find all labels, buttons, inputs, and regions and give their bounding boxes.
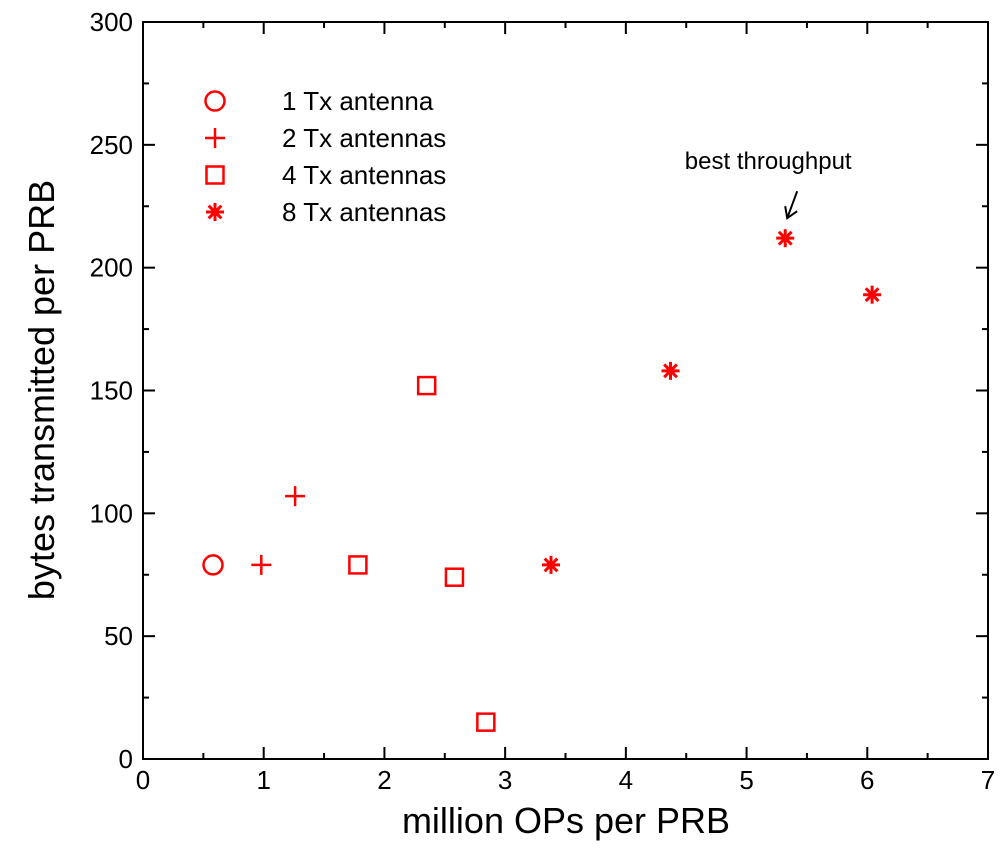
data-point-plus: [251, 554, 272, 575]
annotations: best throughput: [685, 148, 852, 220]
x-tick-label: 4: [619, 765, 633, 795]
x-tick-label: 1: [256, 765, 270, 795]
legend-label: 8 Tx antennas: [282, 197, 446, 227]
legend-label: 1 Tx antenna: [282, 86, 434, 116]
legend-marker-star: [206, 203, 224, 221]
y-tick-labels: 0 50 100 150 200 250 300: [90, 7, 133, 774]
x-tick-labels: 0 1 2 3 4 5 6 7: [136, 765, 995, 795]
data-point-square: [416, 375, 437, 396]
y-tick-label: 300: [90, 7, 133, 37]
annotation-label: best throughput: [685, 148, 852, 175]
annotation-arrow: [786, 190, 799, 219]
legend-label: 4 Tx antennas: [282, 160, 446, 190]
legend-marker-circle: [204, 90, 226, 112]
y-tick-label: 100: [90, 498, 133, 528]
axis-ticks: [142, 21, 989, 760]
data-point-star: [542, 555, 561, 574]
x-tick-label: 6: [860, 765, 874, 795]
legend: 1 Tx antenna 2 Tx antennas 4 Tx antennas 8 …: [204, 86, 446, 227]
x-tick-label: 0: [136, 765, 150, 795]
y-axis-label: bytes transmitted per PRB: [21, 180, 62, 600]
data-point-square: [444, 567, 465, 587]
plot-frame: [142, 21, 989, 760]
data-point-star: [776, 229, 795, 248]
data-point-square: [476, 712, 496, 732]
y-tick-label: 0: [119, 744, 133, 774]
data-points: [202, 229, 882, 732]
legend-label: 2 Tx antennas: [282, 123, 446, 153]
data-point-star: [661, 361, 680, 380]
data-point-star: [863, 285, 882, 304]
y-tick-label: 50: [104, 621, 133, 651]
y-tick-label: 200: [90, 253, 133, 283]
data-point-square: [348, 555, 368, 575]
data-point-plus: [285, 486, 306, 507]
legend-marker-square: [205, 165, 225, 185]
annotation-arrowhead: [784, 206, 798, 220]
y-tick-label: 150: [90, 376, 133, 406]
x-tick-label: 7: [981, 765, 995, 795]
legend-marker-plus: [205, 128, 225, 148]
x-axis-label: million OPs per PRB: [402, 800, 730, 841]
data-point-circle: [202, 554, 224, 576]
y-tick-label: 250: [90, 130, 133, 160]
x-tick-label: 5: [739, 765, 753, 795]
x-tick-label: 3: [498, 765, 512, 795]
x-tick-label: 2: [377, 765, 391, 795]
